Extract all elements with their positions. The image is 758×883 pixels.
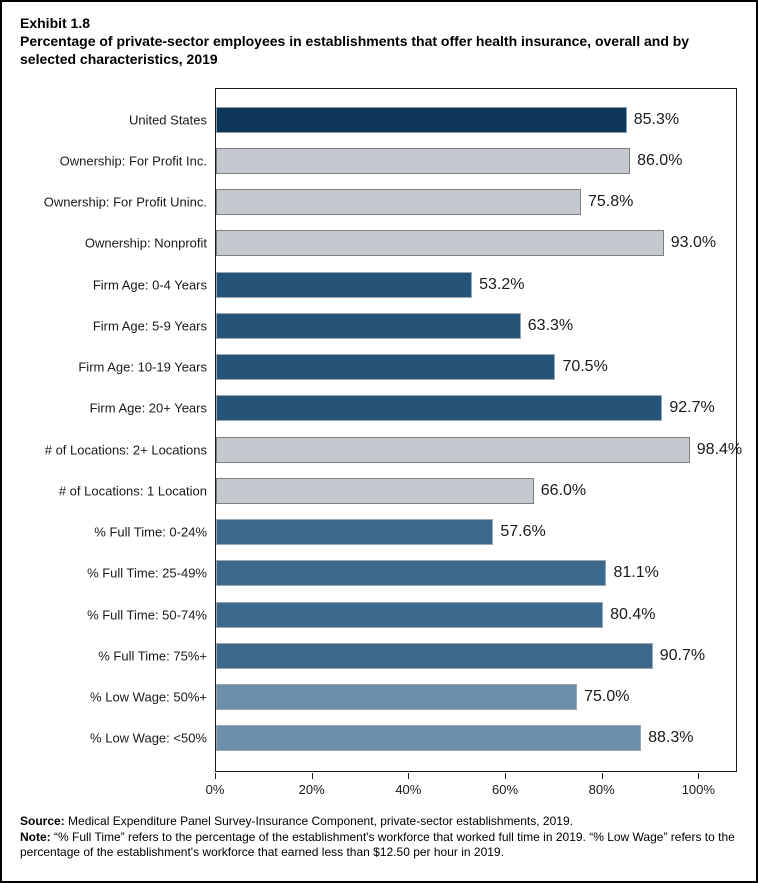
bar xyxy=(216,436,690,463)
plot-area: United States 85.3% Ownership: For Profit … xyxy=(44,88,742,772)
bar xyxy=(216,642,653,669)
axis-tick xyxy=(408,773,410,779)
bar xyxy=(216,601,604,628)
bar-rows: United States 85.3% Ownership: For Profit … xyxy=(44,89,742,771)
bar xyxy=(216,271,473,298)
axis-tick-label: 100% xyxy=(681,782,715,797)
title-block: Exhibit 1.8 Percentage of private-sector… xyxy=(20,14,732,68)
value-label: 53.2% xyxy=(479,275,525,293)
footer-notes: Source: Medical Expenditure Panel Survey… xyxy=(20,814,742,861)
axis-tick xyxy=(601,773,603,779)
value-label: 86.0% xyxy=(637,151,683,169)
value-label: 81.1% xyxy=(613,564,659,582)
value-label: 80.4% xyxy=(610,605,656,623)
bar-row: # of Locations: 2+ Locations 98.4% xyxy=(45,429,742,470)
bar xyxy=(216,519,494,546)
bar xyxy=(216,684,578,711)
bar xyxy=(216,725,642,752)
bar-row: United States 85.3% xyxy=(129,99,736,140)
category-label: Firm Age: 20+ Years xyxy=(89,400,207,416)
bar-row: Firm Age: 10-19 Years 70.5% xyxy=(78,347,736,388)
bar-row: % Full Time: 0-24% 57.6% xyxy=(94,512,736,553)
bar xyxy=(216,477,534,504)
bar-row: Ownership: For Profit Inc. 86.0% xyxy=(60,140,736,181)
bar-row: Firm Age: 5-9 Years 63.3% xyxy=(93,305,736,346)
value-label: 70.5% xyxy=(562,358,608,376)
bar-row: % Full Time: 25-49% 81.1% xyxy=(87,553,736,594)
source-line: Source: Medical Expenditure Panel Survey… xyxy=(20,814,742,830)
bar-row: % Full Time: 75%+ 90.7% xyxy=(98,635,736,676)
category-label: # of Locations: 1 Location xyxy=(58,483,207,499)
bar-row: % Full Time: 50-74% 80.4% xyxy=(87,594,736,635)
bar-row: # of Locations: 1 Location 66.0% xyxy=(59,470,736,511)
exhibit-number: Exhibit 1.8 xyxy=(20,15,91,31)
note-text: “% Full Time” refers to the percentage o… xyxy=(20,829,735,860)
category-label: Ownership: For Profit Uninc. xyxy=(43,194,207,210)
category-label: % Low Wage: <50% xyxy=(90,730,207,746)
category-label: United States xyxy=(128,112,207,128)
value-label: 75.8% xyxy=(587,193,634,211)
value-label: 75.0% xyxy=(584,688,630,706)
axis-tick xyxy=(215,773,216,779)
category-label: % Full Time: 75%+ xyxy=(98,648,207,664)
axis-tick-label: 80% xyxy=(588,782,615,797)
value-label: 66.0% xyxy=(540,481,587,499)
axis-tick xyxy=(505,773,506,779)
category-label: # of Locations: 2+ Locations xyxy=(44,442,207,458)
axis-tick-label: 0% xyxy=(205,782,225,797)
bar xyxy=(216,147,631,174)
bar-row: % Low Wage: 50%+ 75.0% xyxy=(90,677,736,718)
bar xyxy=(216,312,521,339)
chart-title: Percentage of private-sector employees i… xyxy=(20,33,690,67)
note-line: Note: “% Full Time” refers to the percen… xyxy=(20,830,742,861)
bar xyxy=(216,560,607,587)
source-text: Medical Expenditure Panel Survey-Insuran… xyxy=(64,814,573,828)
bar xyxy=(216,106,627,133)
bar xyxy=(216,189,581,216)
category-label: % Low Wage: 50%+ xyxy=(90,689,207,705)
category-label: Firm Age: 0-4 Years xyxy=(92,277,207,293)
axis-tick xyxy=(698,773,700,779)
category-label: % Full Time: 50-74% xyxy=(87,607,207,623)
bar-row: % Low Wage: <50% 88.3% xyxy=(90,718,736,759)
bar-row: Firm Age: 0-4 Years 53.2% xyxy=(93,264,736,305)
category-label: Firm Age: 10-19 Years xyxy=(78,359,207,375)
source-label: Source: xyxy=(20,814,65,828)
category-label: % Full Time: 0-24% xyxy=(94,524,207,540)
category-label: Ownership: For Profit Inc. xyxy=(59,153,207,169)
value-label: 57.6% xyxy=(500,523,546,541)
value-label: 93.0% xyxy=(670,234,717,252)
value-label: 85.3% xyxy=(633,110,680,128)
bar xyxy=(216,354,556,381)
bar-row: Ownership: For Profit Uninc. 75.8% xyxy=(44,182,736,223)
bar xyxy=(216,230,664,257)
category-label: % Full Time: 25-49% xyxy=(87,565,207,581)
value-label: 90.7% xyxy=(659,646,706,664)
axis-tick-label: 40% xyxy=(395,782,422,797)
note-label: Note: xyxy=(20,829,51,844)
value-label: 92.7% xyxy=(669,399,715,417)
value-label: 98.4% xyxy=(696,440,743,458)
bar-row: Ownership: Nonprofit 93.0% xyxy=(85,223,736,264)
axis-tick-label: 60% xyxy=(491,782,519,797)
axis-tick-label: 20% xyxy=(298,782,325,797)
category-label: Firm Age: 5-9 Years xyxy=(92,318,207,334)
value-label: 63.3% xyxy=(527,316,574,334)
bar xyxy=(216,395,663,422)
bar-row: Firm Age: 20+ Years 92.7% xyxy=(90,388,736,429)
axis-tick xyxy=(311,773,313,779)
category-label: Ownership: Nonprofit xyxy=(84,235,207,251)
value-label: 88.3% xyxy=(648,729,694,747)
